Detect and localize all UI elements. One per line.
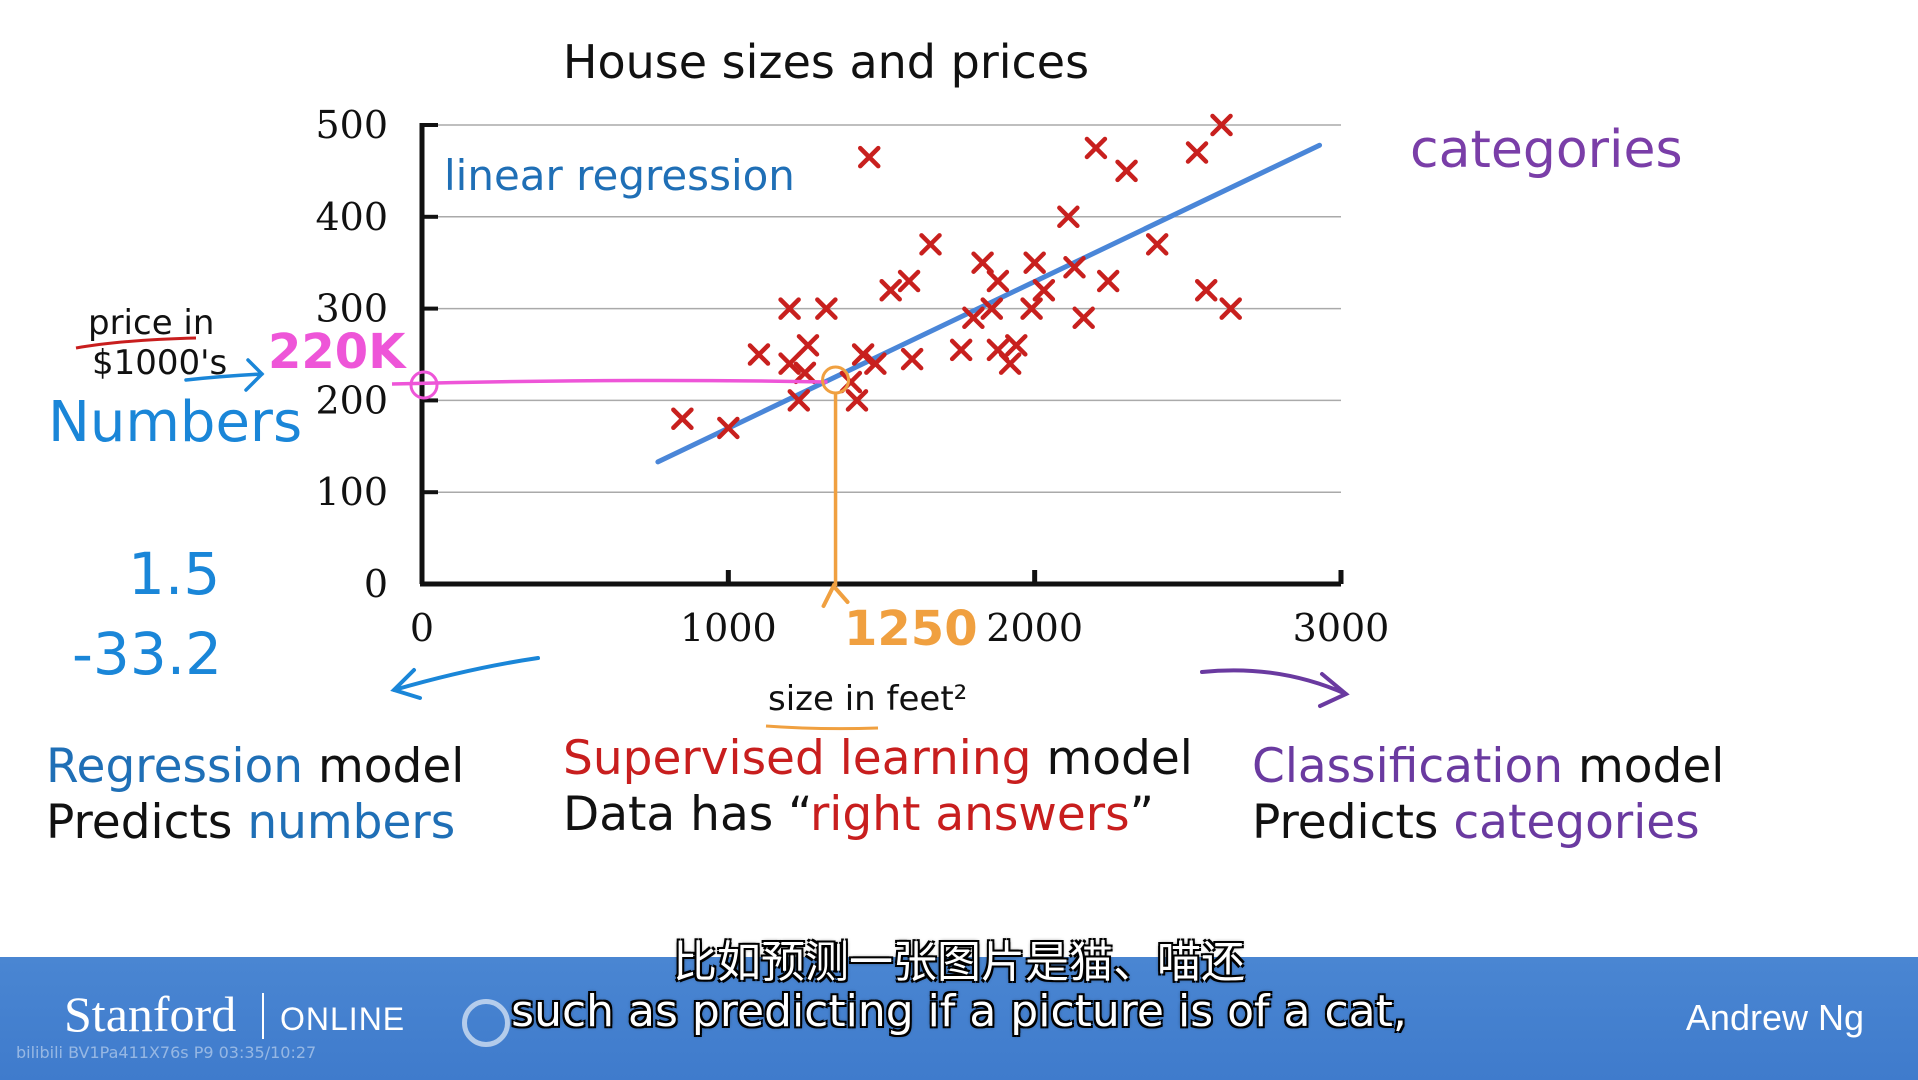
- y-tick-label: 400: [315, 195, 388, 239]
- classification-highlight: Classification: [1252, 739, 1563, 794]
- handwritten-value-1: 1.5: [128, 540, 221, 608]
- data-point: [949, 338, 973, 362]
- house-price-chart: House sizes and prices 0 100 200 300 400 500 0 1…: [75, 35, 1390, 731]
- data-point: [897, 269, 921, 293]
- video-footer-bar: Stanford ONLINE Andrew Ng bilibili BV1Pa…: [0, 957, 1918, 1080]
- data-point: [1005, 334, 1028, 357]
- regression-line-label: linear regression: [444, 151, 795, 200]
- y-axis-label-underline: [75, 336, 197, 350]
- supervised-line2-suffix: ”: [1129, 787, 1154, 842]
- subtitle-english: such as predicting if a picture is of a …: [511, 986, 1407, 1037]
- regression-line2-prefix: Predicts: [46, 795, 248, 850]
- y-tick-label: 100: [315, 470, 388, 514]
- video-watermark: bilibili BV1Pa411X76s P9 03:35/10:27: [16, 1043, 317, 1062]
- supervised-caption: Supervised learning model Data has “righ…: [563, 731, 1193, 843]
- data-point: [796, 334, 820, 357]
- data-point: [1072, 306, 1095, 330]
- handwritten-categories: categories: [1410, 120, 1683, 180]
- data-point: [815, 297, 838, 320]
- x-tick-label: 3000: [1293, 606, 1390, 650]
- data-point: [1020, 297, 1043, 320]
- data-point: [787, 389, 811, 412]
- prediction-point-marker: [821, 365, 851, 395]
- data-point: [747, 343, 771, 366]
- logo-divider: [262, 993, 264, 1039]
- x-axis-label: size in feet²: [768, 679, 967, 719]
- handwritten-numbers: Numbers: [48, 390, 303, 455]
- y-axis-label-line1: price in: [88, 303, 214, 343]
- data-point: [879, 278, 902, 302]
- data-point: [857, 145, 881, 169]
- supervised-line2-highlight: right answers: [809, 787, 1130, 842]
- data-point: [1096, 269, 1120, 293]
- data-point: [671, 407, 694, 431]
- stanford-logo-text: Stanford: [64, 986, 237, 1042]
- classification-line2-prefix: Predicts: [1252, 795, 1454, 850]
- y-tick-label: 200: [315, 378, 388, 422]
- prediction-y-label: 220K: [268, 324, 407, 380]
- classification-arrow-icon: [1200, 668, 1350, 708]
- presenter-name: Andrew Ng: [1685, 997, 1864, 1038]
- data-point: [1219, 297, 1242, 320]
- data-point: [793, 361, 817, 385]
- regression-caption: Regression model Predicts numbers: [46, 739, 464, 851]
- supervised-rest: model: [1031, 731, 1193, 786]
- data-point: [900, 347, 924, 371]
- y-axis-label-arrow: [184, 358, 265, 392]
- supervised-highlight: Supervised learning: [563, 731, 1032, 786]
- data-point: [986, 269, 1010, 293]
- chart-title: House sizes and prices: [563, 35, 1089, 89]
- data-point: [778, 297, 801, 320]
- classification-line2-highlight: categories: [1453, 795, 1700, 850]
- online-label: ONLINE: [280, 1001, 406, 1037]
- data-point: [1023, 251, 1046, 274]
- data-point: [971, 251, 994, 274]
- regression-highlight: Regression: [46, 739, 304, 794]
- data-point: [1145, 233, 1169, 256]
- x-tick-label: 0: [410, 606, 434, 650]
- data-point: [998, 352, 1022, 375]
- data-point: [717, 416, 740, 440]
- prediction-x-label: 1250: [844, 601, 978, 657]
- data-point: [1185, 141, 1209, 164]
- data-point: [1032, 278, 1056, 302]
- x-axis-label-underline: [765, 724, 879, 731]
- y-tick-label: 500: [315, 103, 388, 147]
- subtitle-chinese: 比如预测一张图片是猫、喵还: [673, 937, 1245, 988]
- data-point: [1194, 278, 1218, 302]
- supervised-line2-prefix: Data has “: [563, 787, 810, 842]
- y-tick-label: 300: [315, 287, 388, 331]
- data-point: [1210, 113, 1233, 137]
- regression-arrow-icon: [390, 656, 540, 700]
- data-point: [1115, 159, 1138, 183]
- deeplearning-logo-icon: [462, 999, 510, 1047]
- data-point: [778, 352, 801, 375]
- x-tick-label: 2000: [986, 606, 1083, 650]
- data-point: [980, 297, 1004, 320]
- regression-rest: model: [303, 739, 465, 794]
- regression-line2-highlight: numbers: [247, 795, 456, 850]
- classification-rest: model: [1563, 739, 1725, 794]
- data-point: [1063, 256, 1086, 279]
- data-point: [1057, 205, 1080, 229]
- data-point: [1084, 136, 1108, 160]
- prediction-horizontal-line: [391, 378, 828, 386]
- y-tick-label: 0: [364, 562, 388, 606]
- classification-caption: Classification model Predicts categories: [1252, 739, 1724, 851]
- prediction-y-marker: [409, 370, 439, 400]
- x-tick-label: 1000: [680, 606, 777, 650]
- data-point: [864, 352, 887, 375]
- prediction-x-arrow: [821, 582, 850, 608]
- handwritten-value-2: -33.2: [72, 620, 223, 688]
- data-point: [919, 233, 942, 256]
- data-point: [962, 306, 985, 330]
- data-point: [845, 389, 869, 412]
